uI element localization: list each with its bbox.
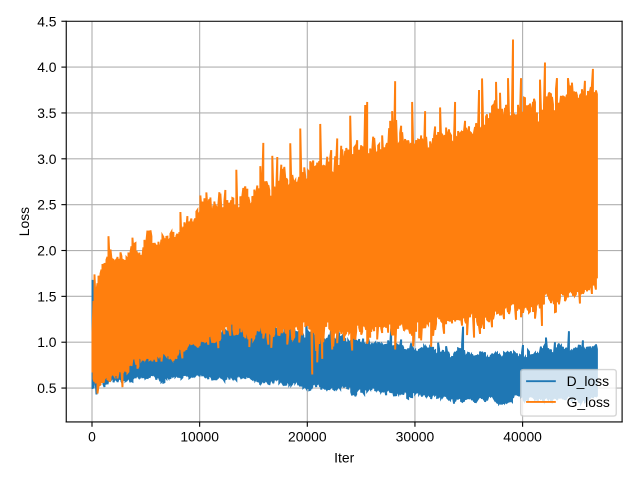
- svg-text:D_loss: D_loss: [567, 373, 609, 389]
- svg-text:Loss: Loss: [16, 207, 32, 236]
- svg-text:20000: 20000: [288, 429, 327, 445]
- svg-text:4.0: 4.0: [37, 59, 57, 75]
- svg-text:0: 0: [88, 429, 96, 445]
- svg-text:40000: 40000: [503, 429, 542, 445]
- svg-text:2.0: 2.0: [37, 243, 57, 259]
- svg-text:10000: 10000: [180, 429, 219, 445]
- svg-text:G_loss: G_loss: [567, 394, 610, 410]
- svg-text:1.0: 1.0: [37, 334, 57, 350]
- svg-text:Iter: Iter: [334, 450, 354, 466]
- svg-text:3.5: 3.5: [37, 105, 57, 121]
- svg-text:0.5: 0.5: [37, 380, 57, 396]
- svg-text:4.5: 4.5: [37, 13, 57, 29]
- svg-text:30000: 30000: [396, 429, 435, 445]
- svg-text:1.5: 1.5: [37, 288, 57, 304]
- svg-text:2.5: 2.5: [37, 197, 57, 213]
- svg-text:3.0: 3.0: [37, 151, 57, 167]
